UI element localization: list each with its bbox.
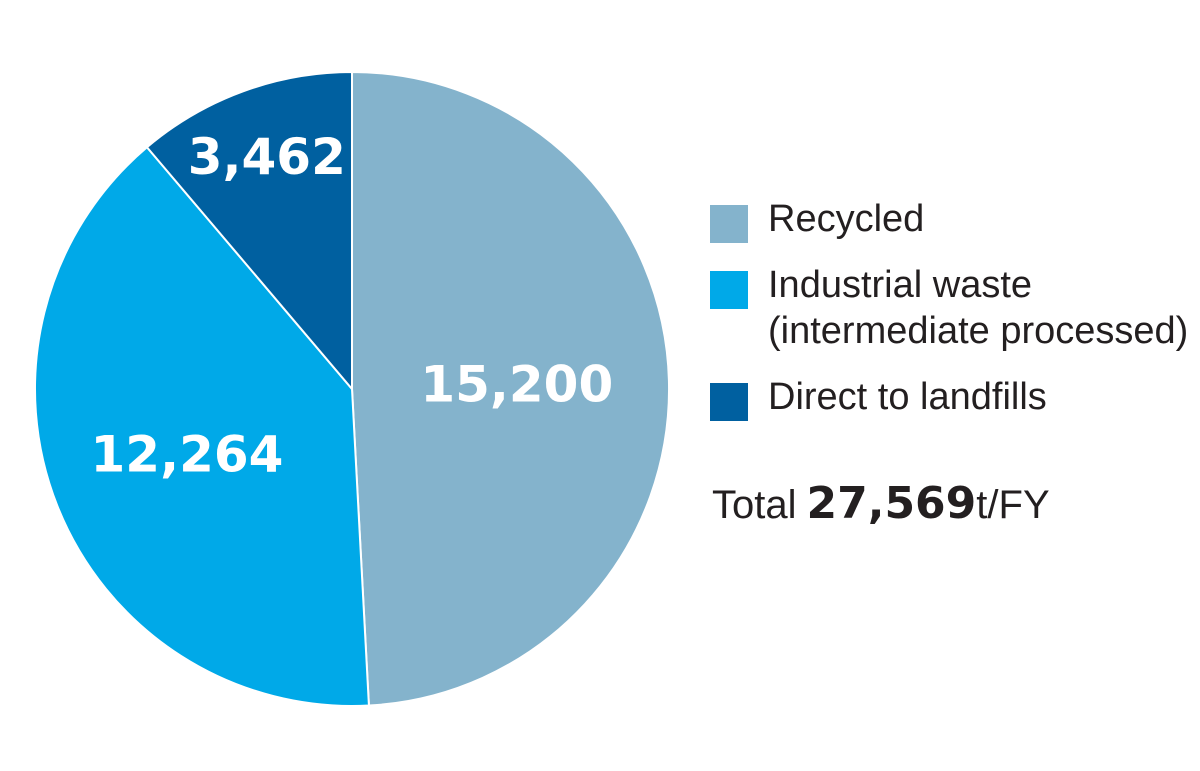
legend-swatch-industrial-waste (710, 271, 748, 309)
legend-item-industrial-waste: Industrial waste (intermediate processed… (710, 262, 1190, 354)
legend-swatch-recycled (710, 205, 748, 243)
pie-slice-industrial-waste (34, 146, 370, 707)
legend-swatch-direct-to-landfills (710, 383, 748, 421)
legend-item-recycled: Recycled (710, 196, 1190, 243)
slice-value-label-recycled: 15,200 (420, 356, 613, 414)
legend-label-industrial-waste: Industrial waste (intermediate processed… (768, 264, 1189, 352)
slice-value-label-industrial-waste: 12,264 (91, 426, 284, 484)
total-label: Total (712, 483, 797, 527)
total-value: 27,569 (806, 478, 977, 529)
slice-value-label-direct-to-landfills: 3,462 (188, 128, 346, 186)
pie-slices (34, 71, 670, 707)
pie-slice-recycled (351, 71, 670, 707)
pie-value-labels: 15,200 12,264 3,462 (91, 128, 614, 484)
legend-label-recycled: Recycled (768, 198, 925, 240)
total-unit: t/FY (976, 483, 1050, 527)
legend-label-direct-to-landfills: Direct to landfills (768, 376, 1047, 418)
legend: Recycled Industrial waste (intermediate … (710, 196, 1190, 440)
legend-item-direct-to-landfills: Direct to landfills (710, 374, 1190, 421)
pie-slice-direct-to-landfills (145, 71, 353, 390)
total-summary: Total 27,569t/FY (712, 478, 1050, 529)
